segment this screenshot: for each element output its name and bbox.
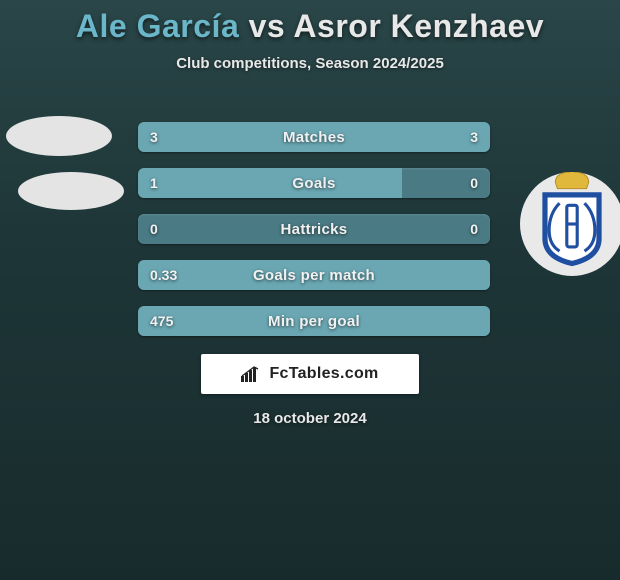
bar-chart-icon — [241, 366, 263, 382]
stat-bar: 10Goals — [138, 168, 490, 198]
date-text: 18 october 2024 — [0, 410, 620, 427]
comparison-title: Ale García vs Asror Kenzhaev — [0, 0, 620, 45]
player1-name: Ale García — [76, 8, 239, 44]
stat-label: Hattricks — [138, 214, 490, 244]
subtitle: Club competitions, Season 2024/2025 — [0, 55, 620, 72]
stat-bar: 475Min per goal — [138, 306, 490, 336]
stat-bars: 33Matches 10Goals 00Hattricks 0.33Goals per… — [138, 122, 490, 352]
stat-bar: 0.33Goals per match — [138, 260, 490, 290]
stat-bar: 33Matches — [138, 122, 490, 152]
stat-label: Goals per match — [138, 260, 490, 290]
stat-label: Goals — [138, 168, 490, 198]
stat-label: Min per goal — [138, 306, 490, 336]
brand-text: FcTables.com — [269, 365, 378, 383]
stat-bar: 00Hattricks — [138, 214, 490, 244]
player1-club-placeholder — [18, 172, 124, 210]
player2-club-badge — [520, 172, 620, 276]
stat-label: Matches — [138, 122, 490, 152]
player2-name: Asror Kenzhaev — [293, 8, 544, 44]
vs-text: vs — [249, 8, 286, 44]
brand-badge: FcTables.com — [201, 354, 419, 394]
club-crest-icon — [520, 172, 620, 276]
player1-avatar-placeholder — [6, 116, 112, 156]
